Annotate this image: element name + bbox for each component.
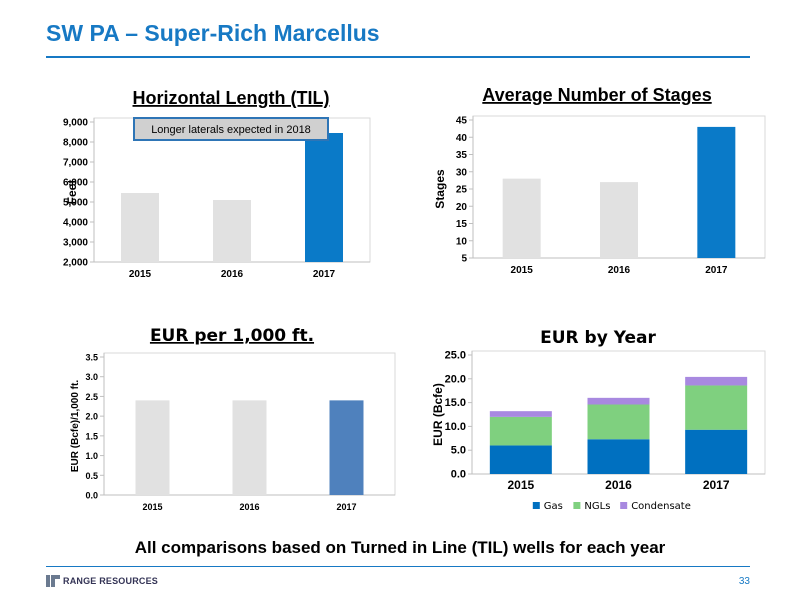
horizontal-length-y-tick-label: 4,000 (63, 218, 88, 229)
horizontal-length-bar-2017 (305, 133, 343, 262)
average-stages-y-tick-label: 35 (456, 150, 468, 161)
eur-per-1000ft-y-tick-label: 3.0 (85, 372, 98, 382)
average-stages-bar-2015 (502, 178, 541, 258)
horizontal-length-y-axis-label: Feet (65, 180, 79, 205)
eur-by-year-y-tick-label: 10.0 (445, 421, 466, 433)
eur-per-1000ft-y-tick-label: 2.5 (85, 392, 98, 402)
eur-by-year-bar-condensate-2015 (489, 411, 552, 417)
average-stages-x-tick-label: 2016 (608, 265, 631, 276)
horizontal-length-x-tick-label: 2016 (221, 269, 244, 280)
horizontal-length-annotation-box (133, 117, 329, 141)
eur-by-year-legend-swatch-condensate (620, 502, 628, 509)
eur-by-year-bar-gas-2015 (489, 445, 552, 474)
horizontal-length-title: Horizontal Length (TIL) (133, 88, 330, 108)
eur-by-year-title: EUR by Year (540, 328, 656, 348)
average-stages-x-tick-label: 2017 (705, 265, 728, 276)
eur-by-year-x-tick-label: 2017 (703, 478, 730, 492)
eur-by-year-bar-condensate-2017 (685, 376, 748, 386)
horizontal-length-x-tick-label: 2015 (129, 269, 152, 280)
horizontal-length-y-tick-label: 8,000 (63, 138, 88, 149)
eur-by-year-legend-label-gas: Gas (544, 501, 563, 512)
page-number: 33 (738, 576, 750, 587)
average-stages-y-tick-label: 25 (456, 185, 468, 196)
horizontal-length-y-tick-label: 2,000 (63, 258, 88, 269)
eur-per-1000ft-x-tick-label: 2015 (142, 502, 162, 512)
eur-by-year-bar-ngls-2016 (587, 404, 650, 440)
eur-by-year-legend-swatch-ngls (573, 502, 581, 509)
eur-per-1000ft-title: EUR per 1,000 ft. (150, 326, 314, 346)
eur-by-year-legend-label-ngls: NGLs (584, 501, 610, 512)
horizontal-length-annotation-text: Longer laterals expected in 2018 (151, 124, 311, 136)
eur-by-year-y-tick-label: 5.0 (451, 445, 466, 457)
title-divider (46, 56, 750, 58)
average-stages-y-tick-label: 30 (456, 167, 468, 178)
eur-by-year-y-tick-label: 20.0 (445, 373, 466, 385)
average-stages-y-axis-label: Stages (433, 169, 447, 209)
eur-per-1000ft-bar-2017 (329, 400, 364, 495)
horizontal-length-x-tick-label: 2017 (313, 269, 336, 280)
horizontal-length-bar-2016 (213, 200, 251, 262)
horizontal-length-y-tick-label: 9,000 (63, 118, 88, 129)
eur-per-1000ft-y-tick-label: 0.5 (85, 471, 98, 481)
eur-per-1000ft-y-tick-label: 0.0 (85, 491, 98, 501)
company-logo: RANGE RESOURCES (46, 574, 158, 588)
eur-per-1000ft-bar-2016 (232, 400, 267, 495)
eur-per-1000ft-x-tick-label: 2016 (239, 502, 259, 512)
eur-by-year-legend-swatch-gas (532, 502, 540, 509)
average-stages-y-tick-label: 40 (456, 133, 468, 144)
eur-by-year-y-tick-label: 0.0 (451, 469, 466, 481)
eur-per-1000ft-bar-2015 (135, 400, 170, 495)
logo-mark-icon (46, 575, 60, 587)
average-stages-y-tick-label: 45 (456, 116, 468, 127)
eur-per-1000ft-y-axis-label: EUR (Bcfe)/1,000 ft. (70, 380, 81, 472)
eur-by-year-bar-gas-2016 (587, 439, 650, 474)
average-stages-y-tick-label: 20 (456, 202, 468, 213)
average-stages-bar-2016 (600, 182, 638, 258)
average-stages-title: Average Number of Stages (482, 85, 711, 105)
slide-title: SW PA – Super-Rich Marcellus (46, 20, 380, 46)
average-stages-y-tick-label: 15 (456, 219, 468, 230)
eur-per-1000ft-x-tick-label: 2017 (336, 502, 356, 512)
horizontal-length-y-tick-label: 5,000 (63, 198, 88, 209)
logo-text: RANGE RESOURCES (63, 576, 159, 586)
horizontal-length-bar-2015 (121, 193, 159, 262)
footnote: All comparisons based on Turned in Line … (134, 538, 666, 557)
average-stages-bar-2017 (697, 126, 736, 259)
eur-by-year-bar-ngls-2017 (685, 385, 748, 430)
average-stages-y-tick-label: 10 (456, 236, 468, 247)
eur-by-year-bar-ngls-2015 (489, 416, 552, 446)
horizontal-length-y-tick-label: 3,000 (63, 238, 88, 249)
eur-by-year-x-tick-label: 2016 (605, 478, 632, 492)
eur-by-year-x-tick-label: 2015 (507, 478, 534, 492)
horizontal-length-y-tick-label: 6,000 (63, 178, 88, 189)
horizontal-length-y-tick-label: 7,000 (63, 158, 88, 169)
eur-by-year-y-tick-label: 15.0 (445, 397, 466, 409)
eur-by-year-bar-condensate-2016 (587, 397, 650, 405)
average-stages-x-tick-label: 2015 (511, 265, 534, 276)
footer-divider (46, 566, 750, 567)
eur-per-1000ft-y-tick-label: 2.0 (85, 412, 98, 422)
eur-per-1000ft-y-tick-label: 1.5 (85, 431, 98, 441)
eur-by-year-bar-gas-2017 (685, 429, 748, 474)
eur-by-year-legend-label-condensate: Condensate (631, 501, 691, 512)
eur-by-year-y-tick-label: 25.0 (445, 350, 466, 362)
eur-per-1000ft-y-tick-label: 1.0 (85, 451, 98, 461)
eur-by-year-y-axis-label: EUR (Bcfe) (431, 383, 445, 446)
average-stages-y-tick-label: 5 (461, 254, 467, 265)
eur-per-1000ft-y-tick-label: 3.5 (85, 353, 98, 363)
